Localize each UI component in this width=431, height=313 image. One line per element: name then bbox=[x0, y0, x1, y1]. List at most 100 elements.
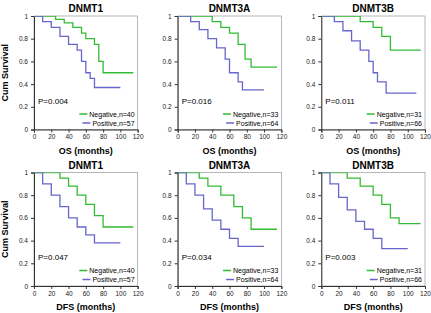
y-tick: 0.6 bbox=[19, 214, 34, 221]
x-tick-label: 0 bbox=[320, 290, 324, 297]
y-tick-mark bbox=[318, 241, 321, 242]
chart-title: DNMT3A bbox=[209, 3, 251, 14]
y-tick-label: 1 bbox=[24, 169, 28, 176]
plot-frame bbox=[178, 173, 282, 287]
y-tick-mark bbox=[31, 39, 34, 40]
x-tick: 120 bbox=[420, 130, 431, 141]
x-tick-mark bbox=[195, 130, 196, 133]
legend: Negative,n=33Positive,n=64 bbox=[223, 267, 278, 283]
y-tick-label: 0.4 bbox=[163, 237, 172, 244]
y-axis: 00.20.40.60.81 bbox=[306, 13, 322, 134]
panel: 02040608010012000.20.40.60.81DNMT1DFS (m… bbox=[0, 160, 144, 313]
x-axis-title: OS (months) bbox=[59, 146, 113, 156]
plot-frame bbox=[321, 16, 425, 130]
y-tick-label: 0.8 bbox=[19, 192, 28, 199]
legend-item: Positive,n=64 bbox=[226, 120, 278, 127]
x-tick-mark bbox=[390, 286, 391, 289]
y-tick-mark bbox=[175, 130, 178, 131]
x-tick: 40 bbox=[209, 130, 217, 141]
legend-item: Negative,n=33 bbox=[223, 111, 278, 119]
x-tick: 120 bbox=[133, 130, 144, 141]
x-tick-label: 100 bbox=[259, 290, 270, 297]
y-tick-label: 0.6 bbox=[306, 214, 315, 221]
y-tick-mark bbox=[31, 107, 34, 108]
legend: Negative,n=31Positive,n=66 bbox=[367, 267, 422, 283]
legend-item: Negative,n=33 bbox=[223, 267, 278, 275]
x-tick: 60 bbox=[370, 286, 378, 297]
x-tick-label: 20 bbox=[192, 133, 200, 140]
y-tick: 0.6 bbox=[163, 214, 178, 221]
legend: Negative,n=33Positive,n=64 bbox=[223, 111, 278, 127]
x-tick-label: 120 bbox=[133, 290, 144, 297]
y-tick: 0.2 bbox=[306, 103, 321, 110]
x-tick-mark bbox=[120, 130, 121, 133]
x-tick-mark bbox=[425, 130, 426, 133]
y-tick: 0.2 bbox=[19, 103, 34, 110]
panel: 02040608010012000.20.40.60.81DNMT3AOS (m… bbox=[163, 3, 288, 156]
x-axis: 020406080100120 bbox=[320, 286, 431, 297]
x-tick-mark bbox=[86, 130, 87, 133]
legend-item: Positive,n=66 bbox=[370, 120, 422, 127]
y-tick-mark bbox=[31, 195, 34, 196]
x-tick-label: 0 bbox=[176, 290, 180, 297]
x-tick-mark bbox=[103, 286, 104, 289]
legend-item: Negative,n=40 bbox=[79, 267, 134, 275]
y-tick: 1 bbox=[24, 13, 34, 20]
x-tick-label: 60 bbox=[370, 133, 378, 140]
x-axis-title: OS (months) bbox=[203, 146, 257, 156]
legend-label: Positive,n=64 bbox=[236, 276, 278, 283]
y-tick-mark bbox=[175, 61, 178, 62]
x-tick-label: 100 bbox=[259, 133, 270, 140]
y-axis-line bbox=[318, 17, 322, 131]
x-tick-label: 120 bbox=[133, 133, 144, 140]
y-tick: 0 bbox=[24, 283, 34, 290]
y-tick-label: 0.2 bbox=[306, 260, 315, 267]
legend-item: Positive,n=66 bbox=[370, 276, 422, 283]
x-tick-label: 120 bbox=[276, 290, 287, 297]
x-tick-label: 60 bbox=[83, 290, 91, 297]
annotation: P=0.016 bbox=[182, 97, 213, 106]
x-tick-mark bbox=[195, 286, 196, 289]
legend-item: Positive,n=57 bbox=[82, 120, 134, 127]
survival-curve bbox=[178, 16, 264, 90]
legend-swatch bbox=[226, 279, 234, 281]
plot-marks bbox=[178, 16, 277, 90]
x-axis-line bbox=[35, 287, 139, 290]
x-tick-label: 40 bbox=[209, 290, 217, 297]
y-tick-label: 0.6 bbox=[163, 58, 172, 65]
legend-swatch bbox=[367, 270, 375, 272]
plot-frame bbox=[178, 16, 282, 130]
x-tick: 20 bbox=[48, 286, 56, 297]
x-tick-label: 80 bbox=[244, 290, 252, 297]
y-tick-label: 0 bbox=[168, 283, 172, 290]
x-tick-mark bbox=[425, 286, 426, 289]
y-tick: 0.6 bbox=[306, 214, 321, 221]
y-tick: 0.8 bbox=[163, 35, 178, 42]
y-tick-mark bbox=[31, 263, 34, 264]
y-tick-mark bbox=[31, 61, 34, 62]
y-tick-mark bbox=[31, 241, 34, 242]
x-tick-label: 60 bbox=[370, 290, 378, 297]
legend-swatch bbox=[79, 113, 87, 115]
x-tick-mark bbox=[247, 130, 248, 133]
y-axis-title: Cum Survival bbox=[0, 44, 10, 102]
y-axis: 00.20.40.60.81 bbox=[163, 13, 179, 134]
y-tick: 0.8 bbox=[306, 192, 321, 199]
x-tick: 80 bbox=[244, 130, 252, 141]
x-tick: 0 bbox=[33, 130, 37, 141]
x-tick-mark bbox=[373, 286, 374, 289]
survival-curve bbox=[321, 173, 420, 224]
survival-curve bbox=[34, 16, 133, 73]
y-tick-label: 0.2 bbox=[19, 103, 28, 110]
plot-marks bbox=[34, 173, 133, 243]
x-tick: 80 bbox=[387, 286, 395, 297]
x-tick-label: 120 bbox=[420, 133, 431, 140]
y-tick: 0.8 bbox=[19, 192, 34, 199]
annotation: P=0.004 bbox=[38, 97, 69, 106]
x-tick: 0 bbox=[320, 286, 324, 297]
y-tick-mark bbox=[31, 130, 34, 131]
y-tick: 1 bbox=[312, 169, 322, 176]
x-tick-mark bbox=[51, 130, 52, 133]
x-tick-label: 0 bbox=[176, 133, 180, 140]
x-axis: 020406080100120 bbox=[320, 130, 431, 141]
